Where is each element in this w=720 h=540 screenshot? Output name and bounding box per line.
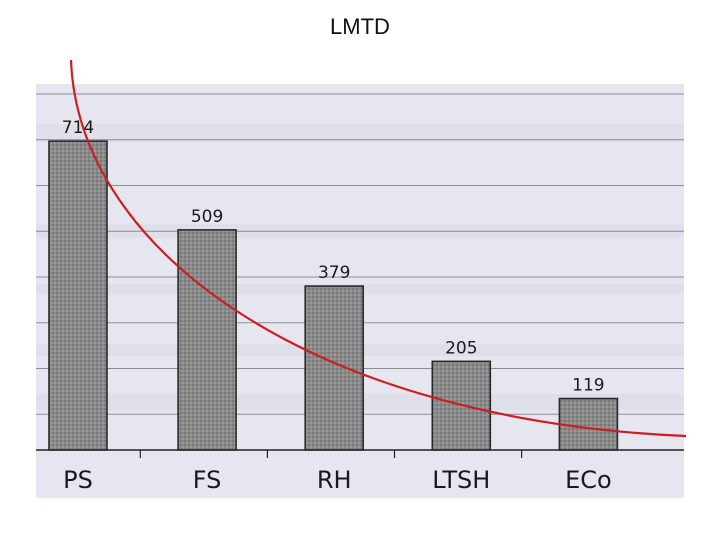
- bar-ps: [48, 140, 108, 451]
- value-label: 379: [318, 263, 350, 283]
- bar-rh: [304, 285, 365, 451]
- value-label: 714: [62, 118, 94, 138]
- chart-area: 714 PS 509 FS 379 RH 205 LTSH 119 ECo: [36, 84, 684, 498]
- bar-chart: 714 PS 509 FS 379 RH 205 LTSH 119 ECo: [36, 84, 684, 498]
- bar-eco: [558, 397, 619, 451]
- slide-title: LMTD: [330, 14, 390, 39]
- value-label: 205: [445, 338, 477, 358]
- bar-fs: [177, 229, 237, 451]
- tick-label: PS: [63, 466, 93, 494]
- tick-label: LTSH: [432, 466, 490, 494]
- value-label: 509: [191, 207, 223, 227]
- tick-label: FS: [193, 466, 222, 494]
- tick-label: RH: [317, 466, 352, 494]
- value-label: 119: [572, 376, 604, 396]
- bar-ltsh: [431, 360, 492, 451]
- tick-label: ECo: [565, 466, 612, 494]
